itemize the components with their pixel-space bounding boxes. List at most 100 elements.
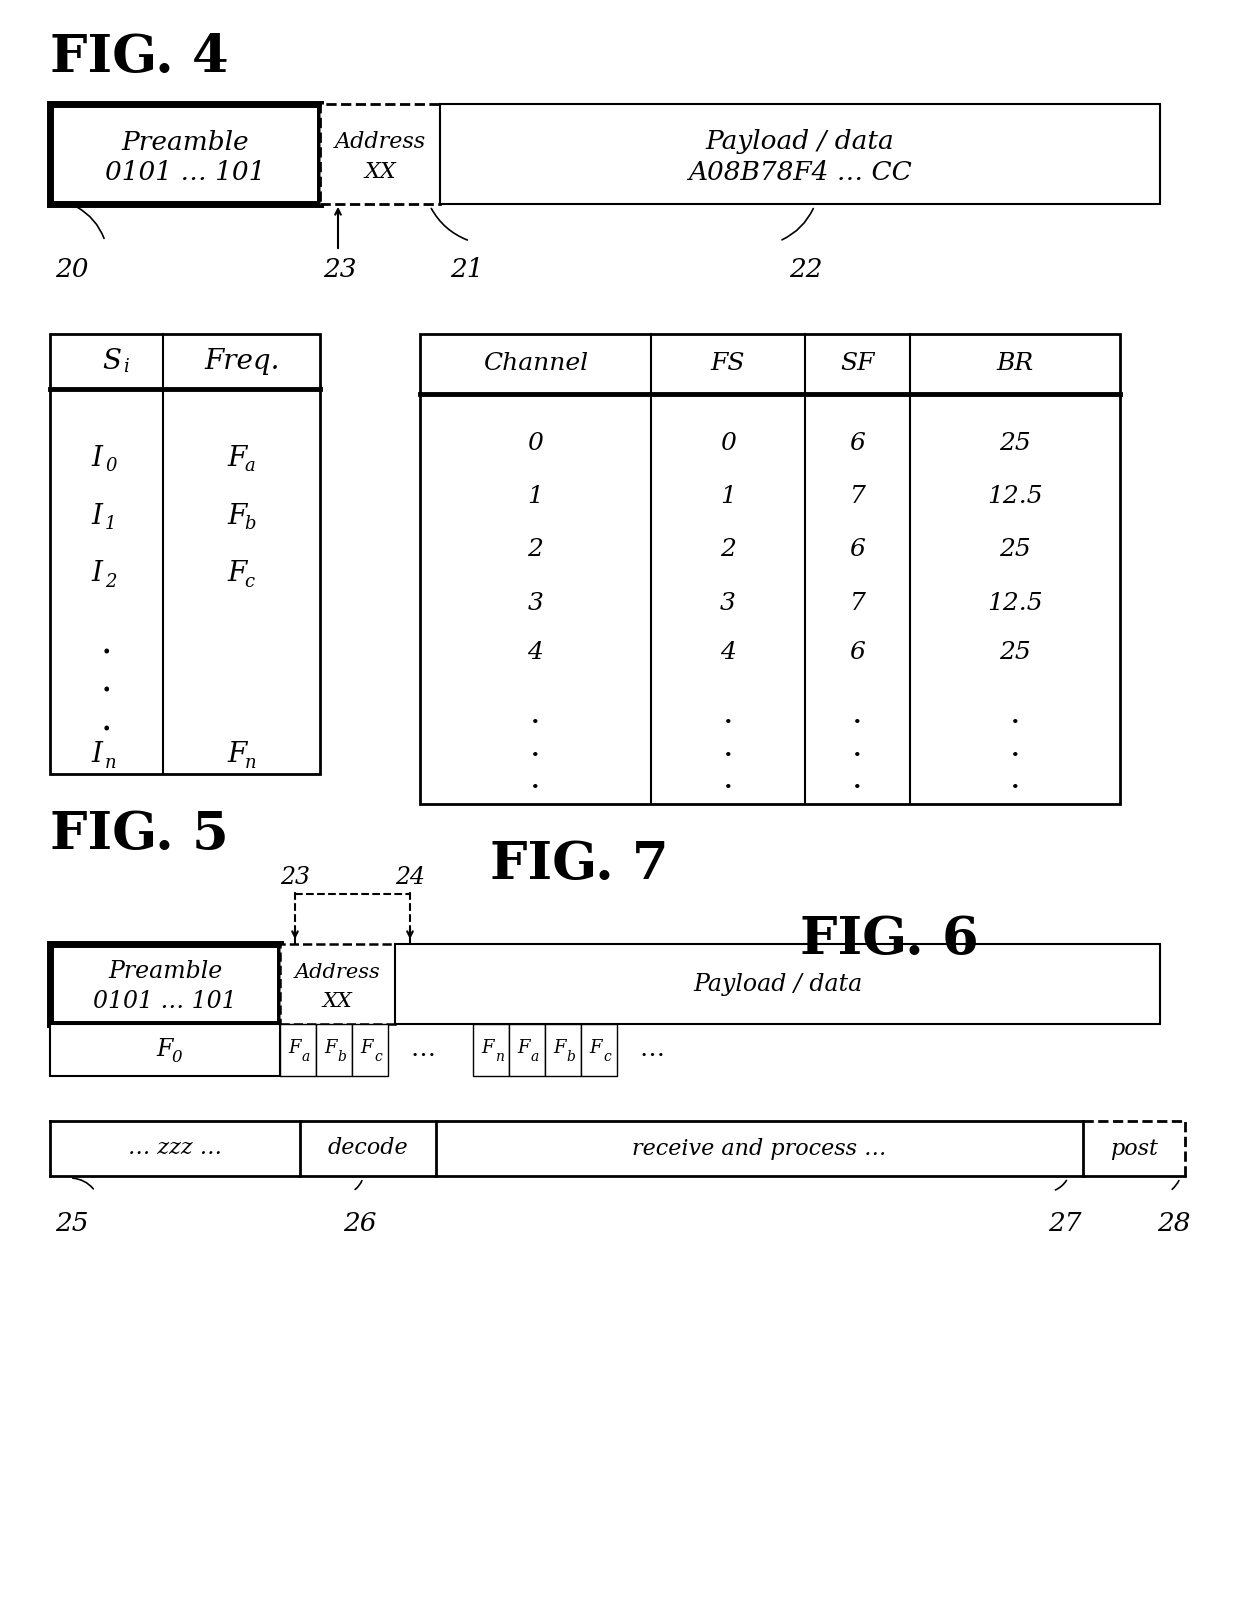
Text: A08B78F4 … CC: A08B78F4 … CC bbox=[688, 159, 911, 184]
Text: 25: 25 bbox=[999, 539, 1030, 561]
Bar bbox=[316, 1023, 352, 1076]
Text: 22: 22 bbox=[790, 257, 823, 282]
Text: 12.5: 12.5 bbox=[987, 484, 1043, 508]
Text: Address: Address bbox=[335, 132, 425, 152]
Text: .: . bbox=[852, 698, 863, 730]
Text: XX: XX bbox=[322, 993, 352, 1011]
Text: .: . bbox=[100, 703, 113, 738]
Text: 2: 2 bbox=[105, 573, 117, 590]
Text: 1: 1 bbox=[527, 484, 543, 508]
Text: 1: 1 bbox=[105, 515, 117, 533]
Text: 4: 4 bbox=[720, 642, 735, 664]
Text: .: . bbox=[100, 626, 113, 661]
Text: FIG. 6: FIG. 6 bbox=[800, 914, 978, 966]
Text: 26: 26 bbox=[342, 1211, 376, 1237]
Text: F: F bbox=[554, 1039, 567, 1057]
Text: a: a bbox=[244, 457, 255, 475]
Text: n: n bbox=[244, 754, 257, 772]
Text: …: … bbox=[640, 1038, 665, 1062]
Text: SF: SF bbox=[841, 353, 874, 375]
Text: Address: Address bbox=[295, 962, 381, 982]
Text: .: . bbox=[100, 664, 113, 699]
Text: b: b bbox=[567, 1051, 575, 1063]
Text: .: . bbox=[852, 764, 863, 796]
Text: FIG. 4: FIG. 4 bbox=[50, 32, 228, 83]
Text: Freq.: Freq. bbox=[203, 348, 279, 375]
Text: 23: 23 bbox=[322, 257, 357, 282]
Text: 20: 20 bbox=[55, 257, 88, 282]
Text: I: I bbox=[92, 741, 102, 768]
Text: .: . bbox=[1009, 730, 1021, 762]
Text: 1: 1 bbox=[720, 484, 735, 508]
Text: F: F bbox=[325, 1039, 337, 1057]
Text: FIG. 7: FIG. 7 bbox=[490, 839, 668, 890]
Text: … zzz …: … zzz … bbox=[128, 1137, 222, 1160]
Text: S: S bbox=[102, 348, 122, 375]
Bar bbox=[50, 334, 320, 775]
Text: post: post bbox=[1110, 1137, 1158, 1160]
Bar bbox=[50, 1023, 280, 1076]
Text: receive and process …: receive and process … bbox=[632, 1137, 887, 1160]
Text: 4: 4 bbox=[527, 642, 543, 664]
Text: 0: 0 bbox=[527, 431, 543, 454]
Bar bbox=[546, 1023, 582, 1076]
Text: i: i bbox=[123, 359, 129, 377]
Bar bbox=[472, 1023, 508, 1076]
Text: 12.5: 12.5 bbox=[987, 592, 1043, 614]
Text: F: F bbox=[227, 444, 247, 472]
Text: F: F bbox=[227, 502, 247, 529]
Text: XX: XX bbox=[365, 160, 396, 183]
Text: 2: 2 bbox=[720, 539, 735, 561]
Text: 25: 25 bbox=[999, 431, 1030, 454]
Text: 28: 28 bbox=[1157, 1211, 1190, 1237]
Text: Preamble: Preamble bbox=[108, 961, 222, 983]
Text: 0: 0 bbox=[105, 457, 117, 475]
Bar bbox=[280, 945, 396, 1023]
Text: .: . bbox=[852, 730, 863, 762]
Text: Payload / data: Payload / data bbox=[706, 130, 894, 154]
Text: I: I bbox=[92, 444, 102, 472]
Text: c: c bbox=[244, 573, 254, 590]
Text: F: F bbox=[227, 560, 247, 587]
Text: 25: 25 bbox=[55, 1211, 88, 1237]
Text: .: . bbox=[723, 764, 733, 796]
Text: a: a bbox=[531, 1051, 539, 1063]
Text: .: . bbox=[1009, 698, 1021, 730]
Text: 7: 7 bbox=[849, 484, 866, 508]
Text: b: b bbox=[337, 1051, 346, 1063]
Text: 0: 0 bbox=[171, 1049, 182, 1067]
Text: 2: 2 bbox=[527, 539, 543, 561]
Text: FS: FS bbox=[711, 353, 745, 375]
Text: c: c bbox=[603, 1051, 611, 1063]
Text: F: F bbox=[361, 1039, 373, 1057]
Text: 6: 6 bbox=[849, 431, 866, 454]
Bar bbox=[320, 104, 440, 204]
Text: .: . bbox=[723, 730, 733, 762]
Text: F: F bbox=[518, 1039, 531, 1057]
Bar bbox=[582, 1023, 618, 1076]
Text: Channel: Channel bbox=[482, 353, 588, 375]
Text: 27: 27 bbox=[1048, 1211, 1081, 1237]
Text: 23: 23 bbox=[280, 866, 310, 889]
Text: F: F bbox=[482, 1039, 495, 1057]
Bar bbox=[280, 1023, 316, 1076]
Text: 3: 3 bbox=[527, 592, 543, 614]
Text: I: I bbox=[92, 560, 102, 587]
Text: a: a bbox=[301, 1051, 310, 1063]
Text: F: F bbox=[590, 1039, 603, 1057]
Text: .: . bbox=[531, 730, 541, 762]
Bar bbox=[508, 1023, 546, 1076]
Text: 0101 … 101: 0101 … 101 bbox=[93, 990, 237, 1014]
Text: F: F bbox=[227, 741, 247, 768]
Text: n: n bbox=[105, 754, 117, 772]
Text: 3: 3 bbox=[720, 592, 735, 614]
Text: n: n bbox=[495, 1051, 503, 1063]
Bar bbox=[352, 1023, 388, 1076]
Text: 25: 25 bbox=[999, 642, 1030, 664]
Text: 7: 7 bbox=[849, 592, 866, 614]
Text: FIG. 5: FIG. 5 bbox=[50, 808, 228, 860]
Text: …: … bbox=[410, 1038, 435, 1062]
Bar bbox=[420, 334, 1120, 804]
Text: .: . bbox=[1009, 764, 1021, 796]
Text: .: . bbox=[531, 698, 541, 730]
